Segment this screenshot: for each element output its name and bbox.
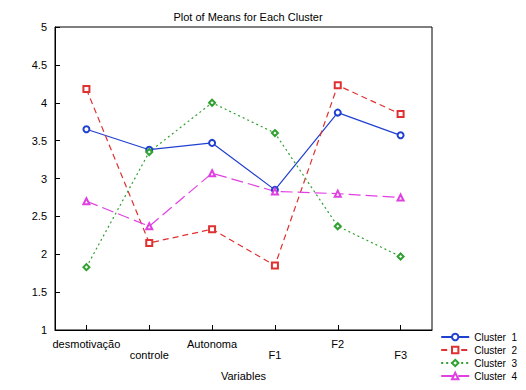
svg-text:Cluster 1: Cluster 1 bbox=[474, 332, 517, 343]
svg-text:2: 2 bbox=[41, 248, 47, 260]
svg-text:Autonoma: Autonoma bbox=[187, 338, 238, 350]
svg-text:desmotivação: desmotivação bbox=[52, 338, 120, 350]
svg-text:2.5: 2.5 bbox=[32, 210, 47, 222]
svg-text:Plot of Means for Each Cluster: Plot of Means for Each Cluster bbox=[173, 11, 323, 23]
svg-text:Cluster 4: Cluster 4 bbox=[474, 371, 517, 382]
svg-text:controle: controle bbox=[130, 349, 169, 361]
svg-text:3: 3 bbox=[41, 173, 47, 185]
svg-text:1: 1 bbox=[41, 324, 47, 336]
svg-text:4.5: 4.5 bbox=[32, 59, 47, 71]
svg-text:3.5: 3.5 bbox=[32, 135, 47, 147]
svg-text:1.5: 1.5 bbox=[32, 286, 47, 298]
svg-text:5: 5 bbox=[41, 21, 47, 33]
svg-text:F1: F1 bbox=[268, 349, 281, 361]
svg-text:F2: F2 bbox=[331, 338, 344, 350]
svg-text:Variables: Variables bbox=[221, 370, 267, 382]
svg-text:Cluster 2: Cluster 2 bbox=[474, 345, 517, 356]
svg-text:Cluster 3: Cluster 3 bbox=[474, 358, 517, 369]
svg-text:F3: F3 bbox=[394, 349, 407, 361]
svg-text:4: 4 bbox=[41, 97, 47, 109]
